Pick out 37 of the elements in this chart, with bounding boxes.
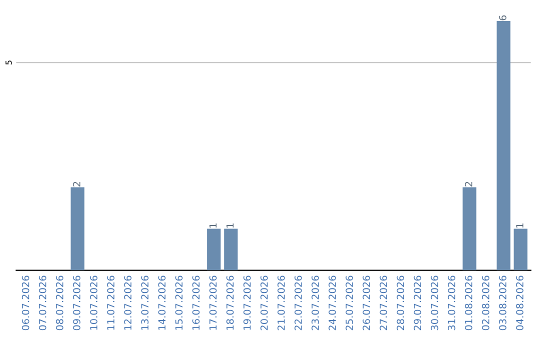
data-label: 1 (226, 223, 234, 228)
x-tick-label: 14.07.2026 (158, 276, 166, 330)
x-tick-label: 08.07.2026 (56, 276, 64, 330)
x-tick-label: 07.07.2026 (38, 276, 46, 330)
x-tick-label: 26.07.2026 (362, 276, 370, 330)
x-tick-label: 25.07.2026 (346, 276, 354, 330)
x-tick-label: 19.07.2026 (243, 276, 251, 330)
x-tick-label: 10.07.2026 (90, 276, 98, 330)
x-tick-label: 21.07.2026 (277, 276, 285, 330)
x-tick-label: 28.07.2026 (396, 276, 404, 330)
x-tick-label: 11.07.2026 (107, 276, 114, 330)
x-tick-label: 16.07.2026 (192, 276, 200, 330)
x-tick-label: 23.07.2026 (312, 276, 319, 330)
x-tick-label: 17.07.2026 (209, 276, 217, 330)
x-tick-label: 04.08.2026 (516, 276, 524, 330)
data-label: 1 (516, 223, 524, 228)
data-label: 2 (464, 182, 472, 186)
x-tick-label: 06.07.2026 (22, 276, 30, 330)
data-label: 6 (499, 15, 506, 20)
x-tick-label: 12.07.2026 (124, 276, 132, 330)
x-tick-label: 31.07.2026 (448, 276, 456, 330)
x-tick-label: 24.07.2026 (328, 276, 336, 330)
x-tick-label: 27.07.2026 (380, 276, 388, 330)
x-tick-label: 09.07.2026 (73, 276, 80, 330)
x-tick-label: 15.07.2026 (175, 276, 183, 330)
x-tick-label: 29.07.2026 (414, 276, 422, 330)
x-tick-label: 03.08.2026 (499, 276, 506, 330)
x-tick-label: 30.07.2026 (430, 276, 438, 330)
x-tick-label: 20.07.2026 (260, 276, 268, 330)
x-tick-label: 18.07.2026 (226, 276, 234, 330)
x-tick-label: 22.07.2026 (294, 276, 302, 330)
x-tick-label: 02.08.2026 (482, 276, 490, 330)
x-tick-label: 13.07.2026 (141, 276, 149, 330)
x-tick-label: 01.08.2026 (464, 276, 472, 330)
ref-line-label: 5 (6, 60, 12, 65)
data-label: 2 (73, 182, 80, 186)
data-label: 1 (209, 223, 217, 228)
